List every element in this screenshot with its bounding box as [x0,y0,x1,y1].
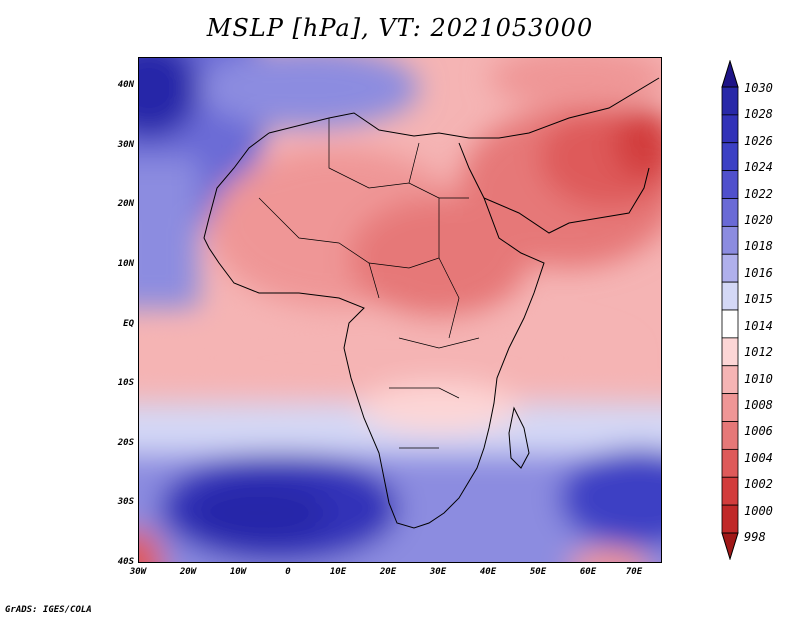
map-title: MSLP [hPa], VT: 2021053000 [206,14,594,42]
colorbar-box [721,253,739,283]
lon-label-10e: 10E [329,567,347,577]
pressure-field [139,58,661,562]
colorbar-label: 1026 [744,133,773,148]
lat-label-30s: 30S [117,497,134,507]
colorbar-label: 1028 [744,107,773,122]
lon-label-50e: 50E [529,567,547,577]
colorbar-label: 1022 [744,186,773,201]
lon-label-20e: 20E [379,567,397,577]
lon-label-30e: 30E [429,567,447,577]
colorbar-label: 1018 [744,239,773,254]
colorbar-box [721,309,739,339]
pressure-map [138,57,662,563]
colorbar-label: 1000 [744,503,773,518]
lon-label-70e: 70E [625,567,643,577]
colorbar-top-arrow [721,60,739,88]
lat-label-20n: 20N [117,199,134,209]
colorbar-box [721,142,739,172]
colorbar-label: 1030 [744,81,773,95]
colorbar-label: 1020 [744,213,773,228]
colorbar-label: 1010 [744,371,773,386]
lon-label-10w: 10W [229,567,247,577]
colorbar-label: 1024 [744,160,773,175]
lat-label-40s: 40S [117,557,134,567]
colorbar-label: 1002 [744,477,773,492]
colorbar-label: 1016 [744,265,773,280]
colorbar-box [721,170,739,199]
colorbar-label: 1004 [744,450,773,465]
coastlines [203,77,660,529]
lon-label-30w: 30W [129,567,147,577]
colorbar-box [721,476,739,506]
colorbar-label: 1012 [744,345,773,360]
grads-credit: GrADS: IGES/COLA [5,605,92,615]
lat-label-10n: 10N [117,259,134,269]
indian-ocean-high [559,448,661,548]
colorbar-box [721,337,739,367]
colorbar-box [721,504,739,534]
colorbar-box [721,421,739,450]
colorbar-label: 1008 [744,397,773,412]
lon-label-0: 0 [285,567,291,577]
lat-label-10s: 10S [117,378,134,388]
madagascar-outline [508,406,530,469]
colorbar-label: 1015 [744,292,773,307]
colorbar-label: 998 [744,530,766,544]
colorbar-box [721,198,739,227]
colorbar [721,60,739,560]
colorbar-label: 1006 [744,424,773,439]
colorbar-box [721,448,739,478]
colorbar-box [721,225,739,255]
colorbar-box [721,86,739,116]
colorbar-box [721,114,739,144]
colorbar-box [721,281,739,311]
lat-label-40n: 40N [117,80,134,90]
colorbar-box [721,365,739,395]
lon-label-20w: 20W [179,567,197,577]
colorbar-label: 1014 [744,318,773,333]
lat-label-eq: EQ [123,319,134,329]
colorbar-box [721,393,739,422]
colorbar-bottom-arrow [721,532,739,560]
lon-label-40e: 40E [479,567,497,577]
lon-label-60e: 60E [579,567,597,577]
lat-label-30n: 30N [117,140,134,150]
lat-label-20s: 20S [117,438,134,448]
